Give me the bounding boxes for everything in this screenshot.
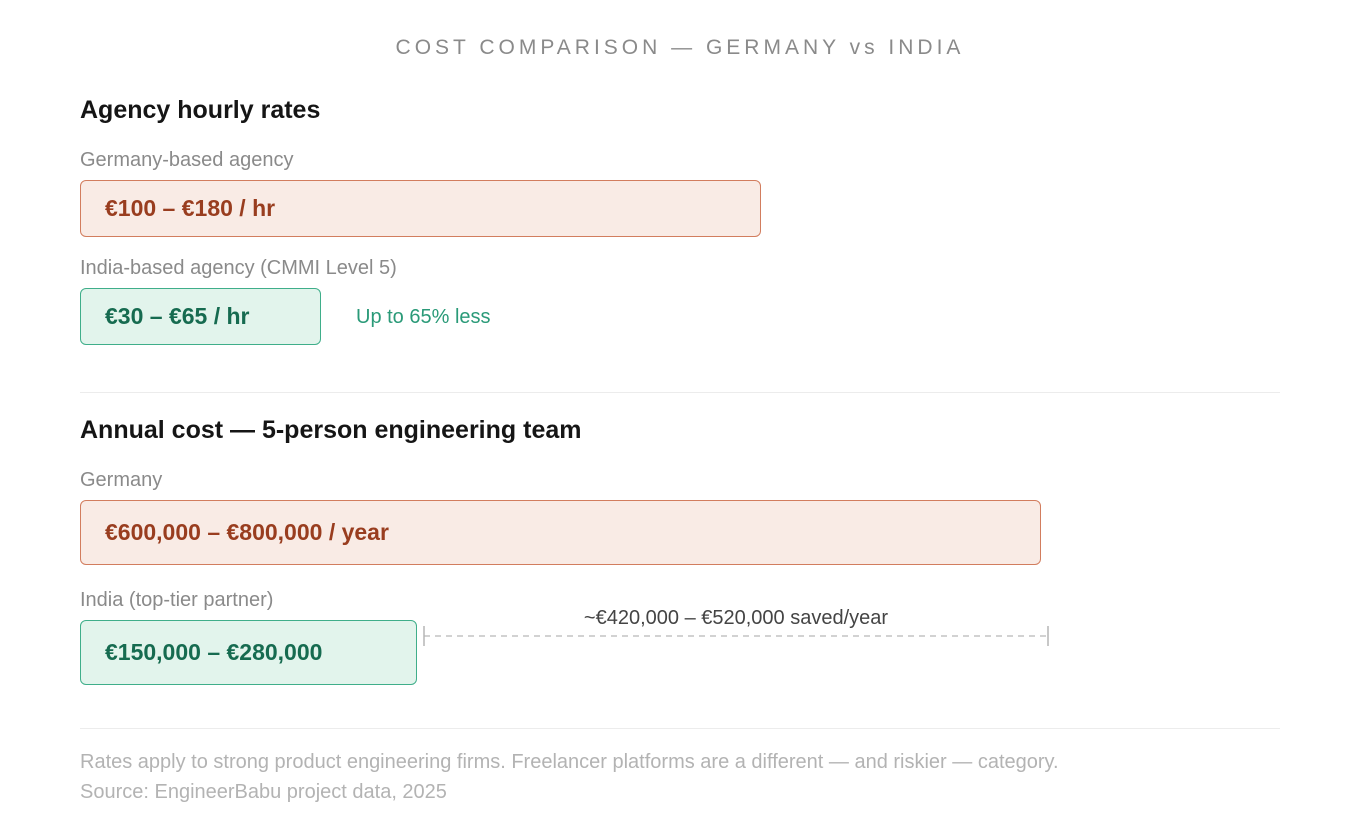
section-heading-hourly: Agency hourly rates <box>80 96 321 124</box>
savings-annotation-annual: ~€420,000 – €520,000 saved/year <box>583 607 889 629</box>
bar-germany-hourly: €100 – €180 / hr <box>80 180 761 237</box>
bar-germany-annual: €600,000 – €800,000 / year <box>80 500 1041 565</box>
bar-india-hourly: €30 – €65 / hr <box>80 288 321 345</box>
footnote: Rates apply to strong product engineerin… <box>80 751 1059 773</box>
row-label-germany-annual: Germany <box>80 469 163 491</box>
bar-value-india-annual: €150,000 – €280,000 <box>105 639 323 665</box>
chart-title: COST COMPARISON — GERMANY vs INDIA <box>395 36 965 59</box>
bar-value-germany-annual: €600,000 – €800,000 / year <box>105 519 389 545</box>
section-divider <box>80 392 1280 393</box>
section-heading-annual: Annual cost — 5-person engineering team <box>80 416 582 444</box>
bar-value-germany-hourly: €100 – €180 / hr <box>105 195 276 221</box>
row-label-india-agency: India-based agency (CMMI Level 5) <box>80 257 397 279</box>
source-note: Source: EngineerBabu project data, 2025 <box>80 781 447 803</box>
footer-divider <box>80 728 1280 729</box>
bar-value-india-hourly: €30 – €65 / hr <box>105 303 250 329</box>
savings-note-hourly: Up to 65% less <box>356 306 491 328</box>
row-label-india-annual: India (top-tier partner) <box>80 589 274 611</box>
bar-india-annual: €150,000 – €280,000 <box>80 620 417 685</box>
row-label-germany-agency: Germany-based agency <box>80 149 294 171</box>
